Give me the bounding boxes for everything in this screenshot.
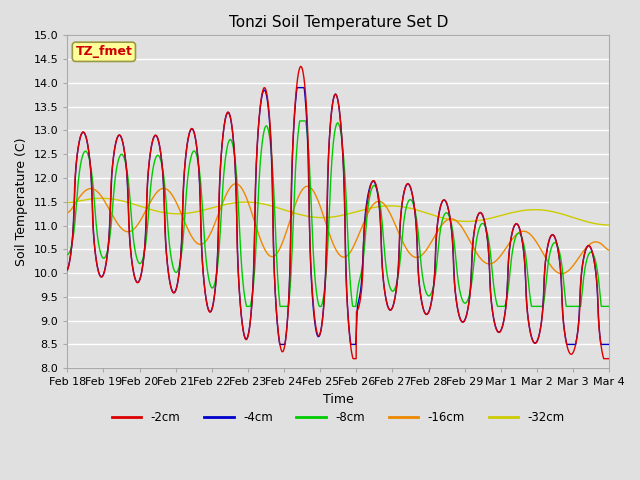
Title: Tonzi Soil Temperature Set D: Tonzi Soil Temperature Set D — [228, 15, 448, 30]
X-axis label: Time: Time — [323, 393, 354, 406]
Y-axis label: Soil Temperature (C): Soil Temperature (C) — [15, 137, 28, 266]
Legend: -2cm, -4cm, -8cm, -16cm, -32cm: -2cm, -4cm, -8cm, -16cm, -32cm — [107, 407, 570, 429]
Text: TZ_fmet: TZ_fmet — [76, 45, 132, 58]
